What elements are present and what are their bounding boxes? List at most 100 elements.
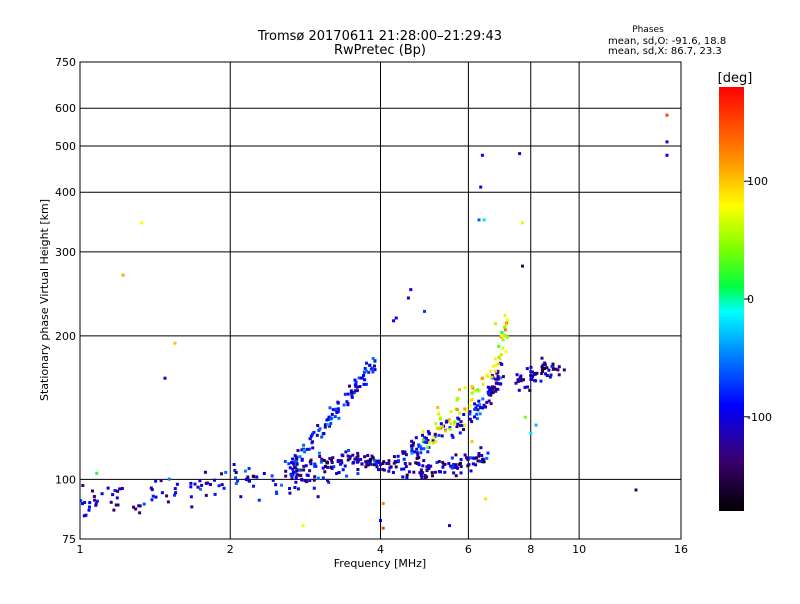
data-point	[424, 436, 428, 440]
data-point	[410, 447, 414, 450]
data-point	[317, 451, 321, 455]
data-point	[463, 386, 467, 390]
data-point	[95, 499, 99, 503]
data-point	[302, 448, 306, 452]
data-point	[404, 465, 408, 468]
data-point	[283, 460, 287, 463]
data-point	[473, 402, 477, 406]
data-point	[459, 458, 463, 461]
data-point	[100, 492, 104, 496]
data-point	[481, 457, 484, 461]
data-point	[551, 362, 555, 366]
data-point	[288, 466, 292, 470]
data-point	[379, 463, 383, 467]
data-point	[173, 493, 177, 497]
data-point	[358, 385, 362, 388]
data-point	[454, 463, 458, 467]
data-point	[291, 470, 295, 474]
data-point	[357, 376, 361, 380]
data-point	[308, 460, 312, 464]
data-point	[329, 417, 333, 421]
data-point	[270, 474, 274, 478]
data-point	[327, 480, 331, 484]
data-point	[500, 334, 504, 338]
data-point	[432, 441, 436, 445]
data-point	[311, 440, 314, 444]
data-point	[222, 486, 226, 490]
data-point	[419, 451, 423, 455]
data-point	[323, 465, 327, 468]
data-point	[503, 325, 506, 329]
data-point	[295, 469, 299, 473]
data-point	[379, 519, 382, 522]
data-point	[248, 479, 251, 483]
data-point	[308, 479, 312, 482]
data-point	[290, 461, 294, 465]
data-point	[401, 451, 405, 455]
data-point	[364, 460, 368, 464]
data-point	[440, 425, 444, 429]
data-point	[448, 427, 452, 431]
data-point	[419, 445, 423, 449]
data-point	[539, 379, 543, 383]
data-point	[443, 462, 447, 466]
data-point	[428, 441, 432, 445]
colorbar-tick-label: 0	[747, 293, 754, 306]
data-point	[350, 395, 354, 399]
data-point	[410, 439, 414, 443]
data-point	[348, 455, 352, 459]
data-point	[193, 482, 197, 486]
y-tick-label: 750	[55, 56, 76, 69]
data-point	[377, 461, 381, 465]
data-point	[470, 391, 474, 395]
data-point	[373, 364, 376, 368]
data-point	[339, 462, 342, 466]
data-point	[356, 472, 360, 476]
data-point	[439, 415, 442, 419]
data-point	[109, 500, 113, 504]
data-point	[92, 495, 96, 498]
data-point	[497, 355, 501, 359]
data-point	[423, 474, 427, 477]
data-point	[387, 459, 391, 463]
data-point	[326, 465, 330, 469]
data-point	[328, 406, 332, 410]
data-point	[523, 385, 527, 389]
data-point	[342, 403, 346, 407]
data-point	[345, 474, 349, 478]
data-point	[262, 472, 266, 475]
data-point	[330, 458, 333, 462]
data-point	[521, 221, 524, 225]
data-point	[470, 384, 474, 388]
x-axis-label: Frequency [MHz]	[334, 557, 426, 570]
data-point	[312, 430, 316, 434]
data-point	[458, 411, 461, 415]
data-point	[317, 428, 321, 432]
data-point	[453, 420, 457, 424]
data-point	[304, 464, 308, 468]
data-point	[491, 364, 495, 368]
data-point	[475, 456, 478, 460]
data-point	[519, 379, 523, 383]
data-point	[433, 432, 437, 436]
data-point	[458, 431, 462, 435]
data-point	[487, 391, 490, 395]
data-point	[477, 218, 481, 222]
data-point	[545, 374, 549, 377]
data-point	[350, 394, 354, 397]
data-point	[294, 475, 298, 479]
data-point	[557, 373, 561, 377]
legend-line-x: mean, sd,X: 86.7, 23.3	[608, 46, 722, 57]
data-point	[419, 447, 423, 451]
data-point	[81, 484, 85, 487]
data-point	[430, 471, 434, 475]
data-point	[403, 462, 407, 465]
data-point	[427, 431, 431, 435]
data-point	[239, 495, 243, 499]
data-point	[410, 451, 414, 455]
data-point	[540, 372, 544, 375]
data-point	[481, 376, 485, 380]
data-point	[472, 456, 476, 460]
data-point	[506, 335, 509, 339]
data-point	[556, 368, 560, 372]
